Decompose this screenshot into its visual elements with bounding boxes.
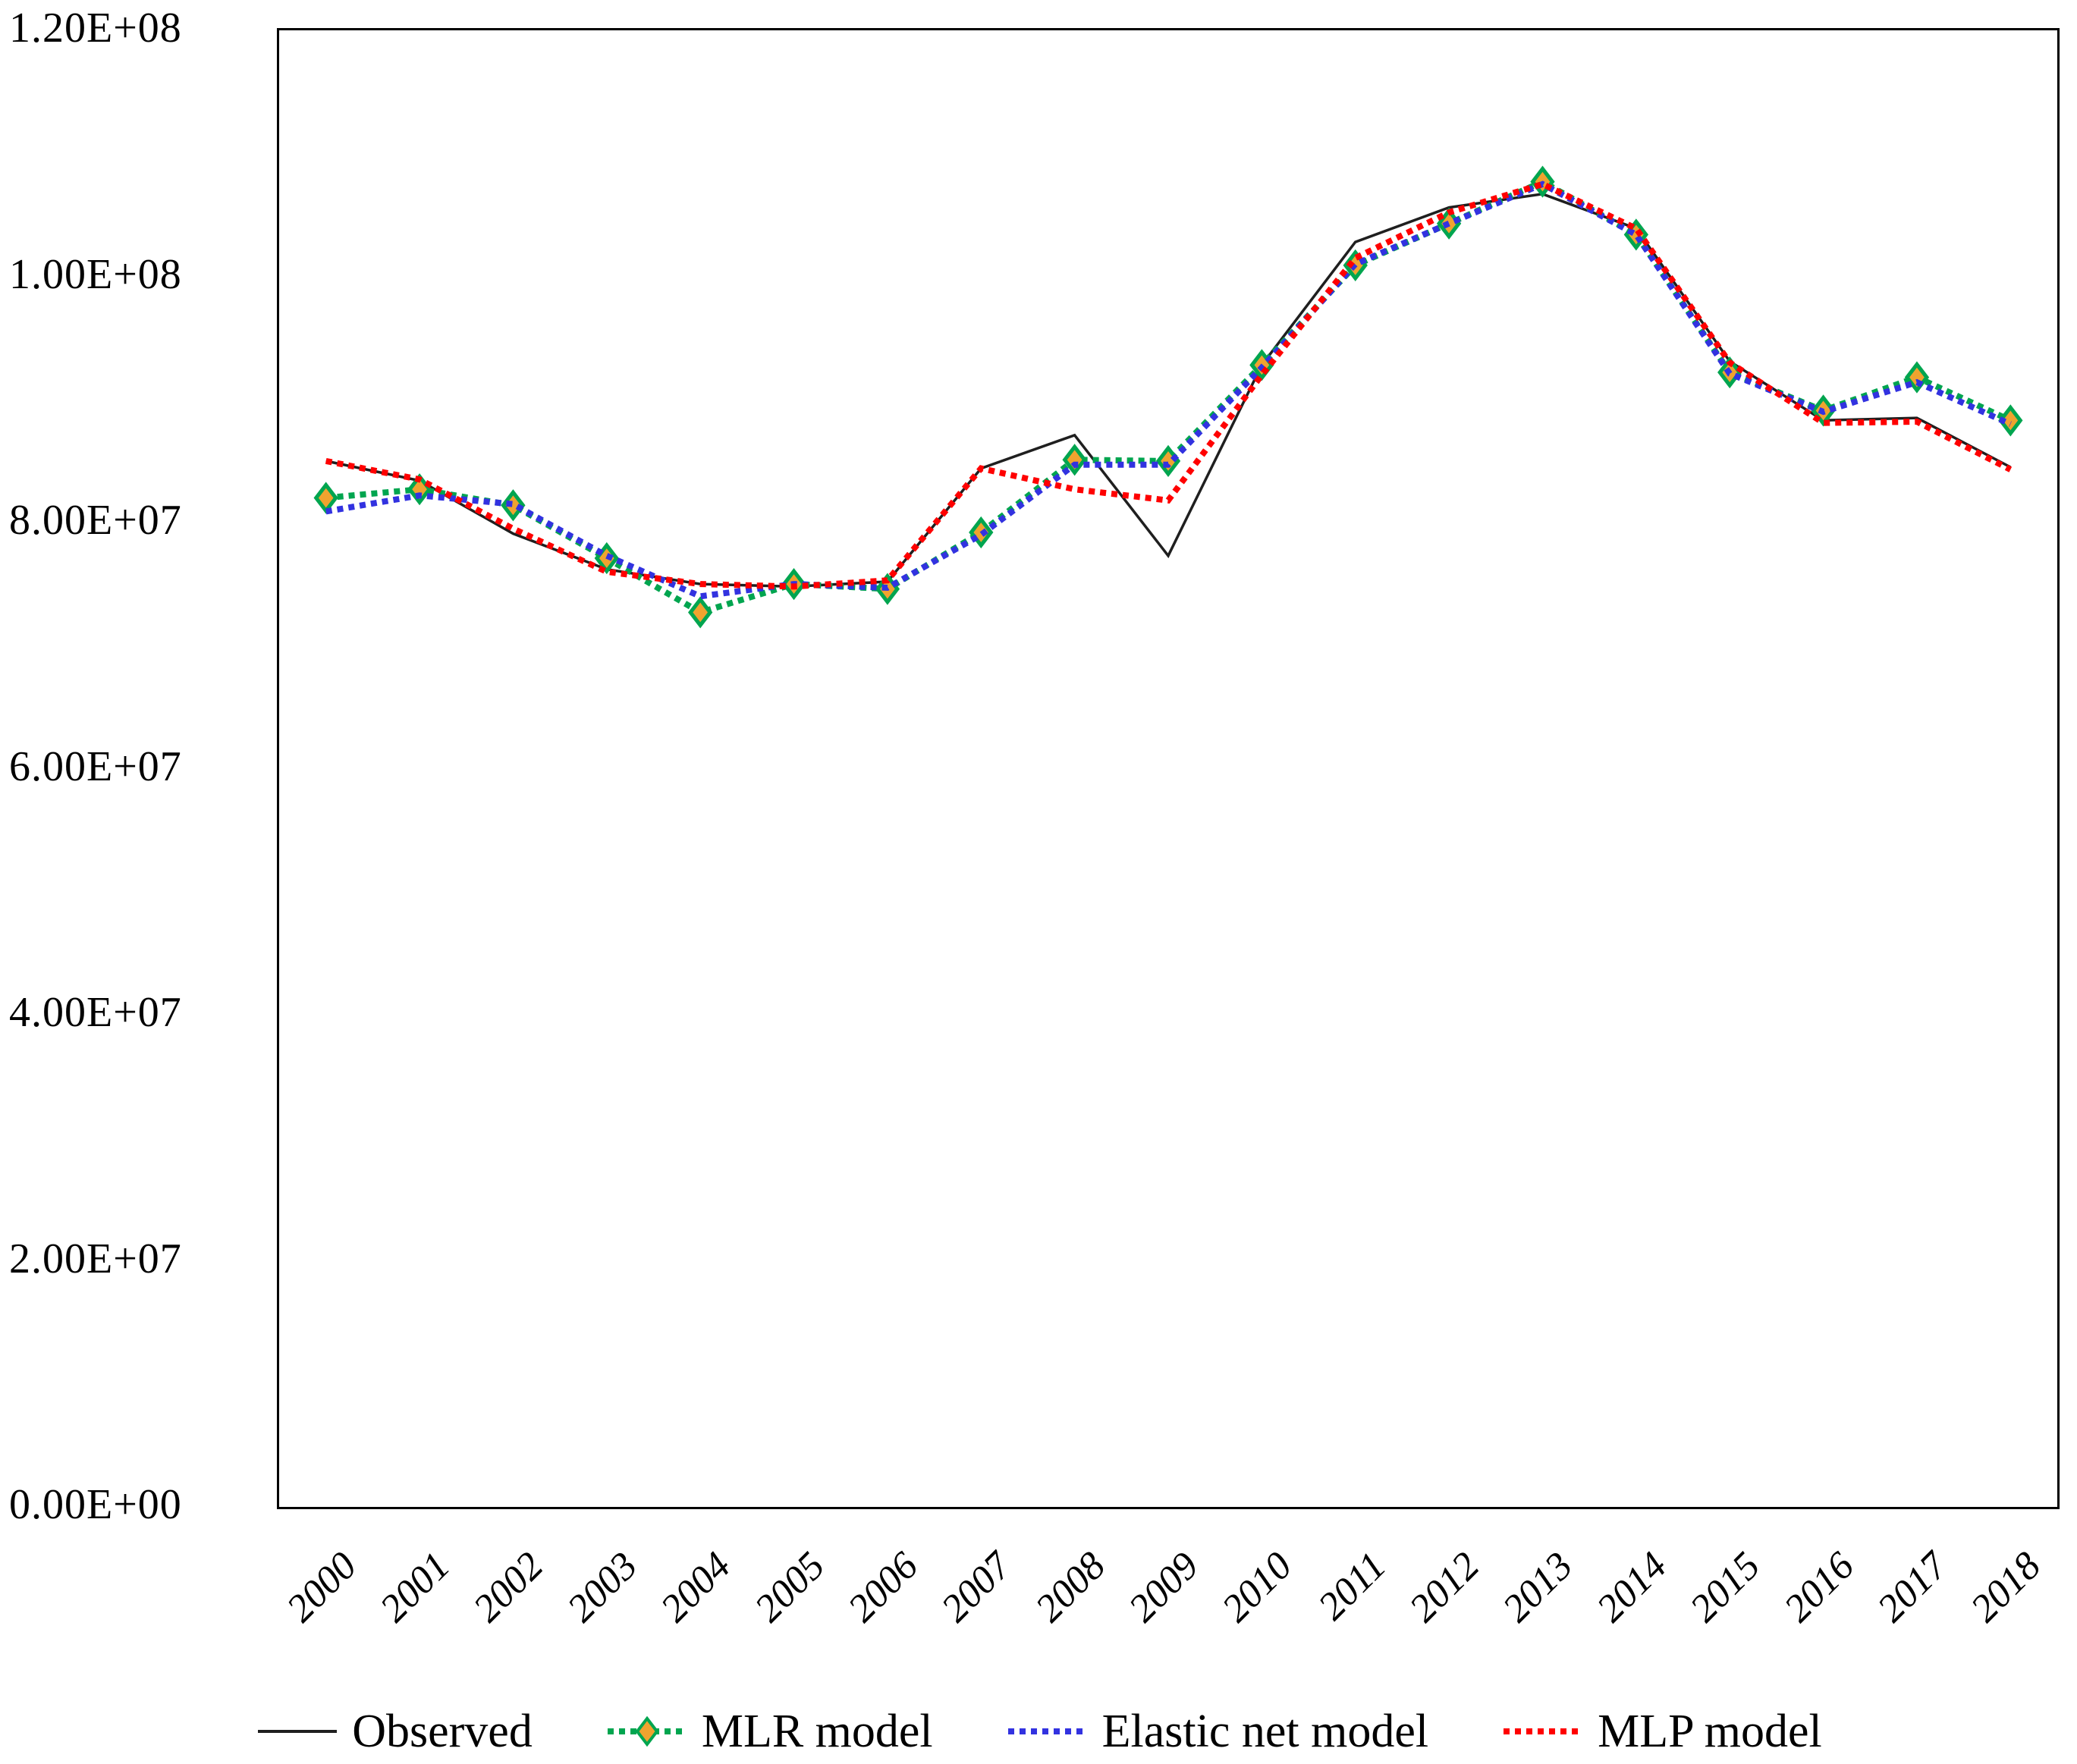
- legend-item-observed: Observed: [255, 1705, 533, 1759]
- series-line-mlp-model: [325, 180, 2013, 590]
- legend-label: MLR model: [701, 1705, 933, 1757]
- series-line-observed: [325, 193, 2012, 589]
- legend-label: Observed: [352, 1705, 533, 1757]
- series-line-elastic-net-model: [325, 180, 2012, 600]
- y-tick-label: 4.00E+07: [9, 989, 182, 1036]
- y-tick-label: 8.00E+07: [9, 497, 182, 544]
- legend-item-mlr-model: MLR model: [605, 1705, 933, 1759]
- dotted-line-sample-icon: [1504, 1728, 1583, 1734]
- dotted-line-sample-icon: [1007, 1728, 1087, 1734]
- legend-label: Elastic net model: [1101, 1705, 1429, 1757]
- diamond-line-sample-icon: [607, 1715, 687, 1747]
- legend-label: MLP model: [1598, 1705, 1822, 1757]
- y-tick-label: 2.00E+07: [9, 1235, 182, 1282]
- solid-line-sample-icon: [258, 1730, 338, 1733]
- chart-canvas: [313, 165, 2023, 629]
- diamond-marker: [1998, 404, 2023, 437]
- legend-item-elastic-net-model: Elastic net model: [1005, 1705, 1428, 1759]
- legend: Observed MLR model Elastic net model MLP mo…: [0, 1697, 2077, 1764]
- diamond-marker: [1062, 444, 1087, 476]
- y-tick-label: 6.00E+07: [9, 742, 182, 790]
- y-tick-label: 1.20E+08: [9, 5, 182, 52]
- legend-item-mlp-model: MLP model: [1500, 1705, 1822, 1759]
- plot-area: [277, 28, 2060, 1509]
- diamond-marker: [313, 482, 338, 514]
- y-tick-label: 0.00E+00: [9, 1481, 182, 1528]
- y-tick-label: 1.00E+08: [9, 250, 182, 298]
- diamond-marker: [1904, 361, 1930, 394]
- series-line-mlr-model: [325, 178, 2012, 616]
- diamond-marker: [688, 596, 713, 629]
